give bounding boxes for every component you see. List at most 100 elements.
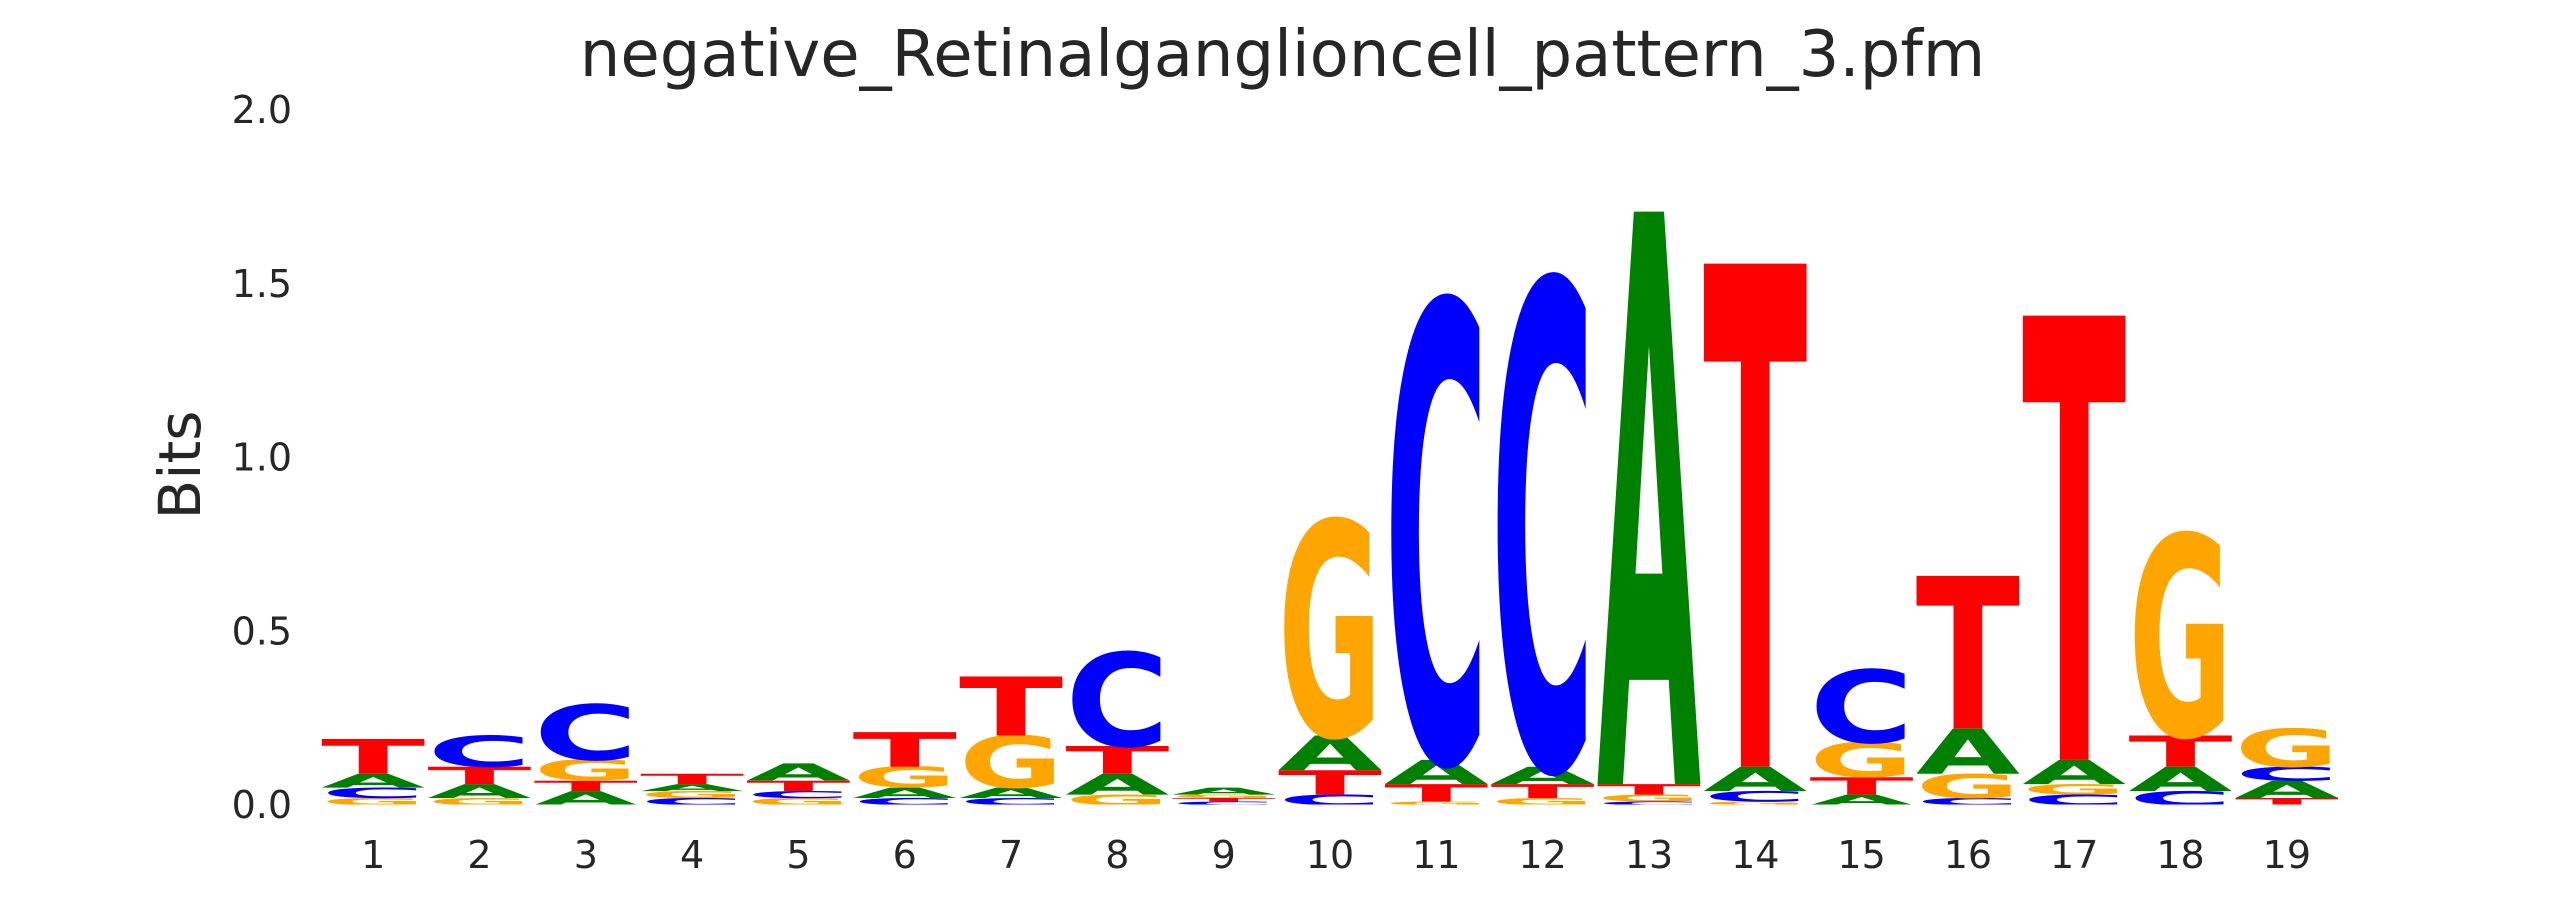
logo-letter-G: G [2235, 718, 2339, 779]
logo-letter-A: A [959, 785, 1063, 802]
logo-letter-T: T [1597, 781, 1701, 798]
logo-letter-C: C [1065, 626, 1169, 776]
logo-letter-A: A [746, 759, 850, 787]
logo-letter-G: G [1491, 796, 1595, 807]
x-tick-label: 1 [361, 833, 385, 877]
logo-letter-T: T [746, 778, 850, 795]
logo-letter-G: G [853, 761, 957, 794]
logo-letter-T: T [640, 771, 744, 788]
logo-letter-G: G [640, 789, 744, 800]
logo-letter-A: A [2235, 776, 2339, 804]
logo-letter-A: A [321, 770, 425, 792]
x-axis-ticks: 1 2 3 4 5 6 7 8 9 10 11 12 13 14 15 16 17 18 19 [361, 833, 2311, 877]
logo-letter-T: T [853, 723, 957, 779]
logo-letter-A: A [1065, 768, 1169, 801]
logo-letter-T: T [1278, 764, 1382, 803]
logo-letter-G: G [2128, 480, 2232, 801]
logo-letter-C: C [1172, 801, 1276, 807]
x-tick-label: 19 [2263, 833, 2311, 877]
logo-letter-C: C [427, 727, 531, 777]
logo-letter-C: C [2235, 763, 2339, 785]
logo-letter-A: A [1384, 754, 1488, 793]
logo-letter-G: G [1384, 801, 1488, 807]
logo-letter-C: C [1491, 148, 1595, 900]
logo-letter-A: A [2128, 761, 2232, 800]
logo-letter-G: G [427, 796, 531, 807]
logo-letter-A: A [1491, 762, 1595, 790]
logo-letter-A: A [1172, 786, 1276, 797]
logo-letter-T: T [1809, 773, 1913, 801]
logo-letter-A: A [2022, 754, 2126, 793]
x-tick-label: 6 [893, 833, 917, 877]
logo-letter-T: T [1703, 126, 1808, 900]
logo-letter-C: C [321, 785, 425, 802]
x-tick-label: 7 [999, 833, 1023, 877]
logo-letter-G: G [746, 796, 850, 807]
x-tick-label: 2 [467, 833, 491, 877]
logo-letter-C: C [534, 689, 638, 778]
x-tick-label: 8 [1105, 833, 1129, 877]
y-axis-ticks: 0.0 0.5 1.0 1.5 2.0 [232, 88, 292, 827]
x-tick-label: 11 [1412, 833, 1460, 877]
logo-letter-C: C [959, 796, 1063, 807]
x-tick-label: 12 [1518, 833, 1566, 877]
logo-letter-C: C [1703, 788, 1807, 805]
x-tick-label: 18 [2156, 833, 2204, 877]
logo-letter-A: A [1703, 761, 1807, 800]
logo-letter-C: C [1384, 178, 1488, 900]
logo-letter-T: T [534, 778, 638, 795]
y-tick-label: 2.0 [232, 88, 292, 132]
logo-letter-G: G [1809, 733, 1913, 789]
logo-letter-T: T [321, 730, 425, 786]
logo-letter-A: A [1809, 792, 1913, 809]
logo-letter-A: A [1916, 716, 2020, 788]
logo-letter-T: T [959, 661, 1063, 755]
x-tick-label: 17 [2050, 833, 2098, 877]
y-tick-label: 0.0 [232, 783, 292, 827]
y-tick-label: 1.0 [232, 436, 292, 480]
logo-letter-T: T [2235, 796, 2339, 807]
logo-letter-A: A [534, 787, 638, 809]
logo-letter-T: T [1491, 780, 1595, 802]
x-tick-label: 14 [1731, 833, 1779, 877]
logo-letter-A: A [853, 785, 957, 802]
logo-letter-G: G [321, 796, 425, 807]
logo-letter-G: G [959, 722, 1063, 805]
logo-letter-C: C [640, 796, 744, 807]
logo-letter-C: C [853, 796, 957, 807]
y-tick-label: 0.5 [232, 609, 292, 653]
logo-letter-C: C [2128, 787, 2232, 809]
logo-letter-G: G [1597, 793, 1701, 804]
logo-letter-T: T [2022, 195, 2127, 900]
x-tick-label: 10 [1306, 833, 1354, 877]
logo-letter-T: T [1172, 797, 1277, 803]
y-axis-title: Bits [146, 411, 214, 520]
x-tick-label: 4 [680, 833, 704, 877]
logo-letter-C: C [2022, 792, 2126, 809]
logo-letter-A: A [1597, 55, 1702, 900]
logo-letter-C: C [1597, 801, 1701, 807]
x-tick-label: 5 [786, 833, 810, 877]
logo-letter-G: G [1172, 794, 1276, 800]
logo-letter-T: T [2128, 727, 2232, 777]
logo-letter-T: T [1916, 535, 2020, 778]
x-tick-label: 13 [1625, 833, 1673, 877]
logo-letter-G: G [1278, 461, 1382, 805]
x-tick-label: 16 [1944, 833, 1992, 877]
logo-letter-G: G [1703, 801, 1807, 807]
logo-letter-T: T [1384, 780, 1488, 808]
logo-letter-C: C [1809, 650, 1913, 766]
chart-title: negative_Retinalganglioncell_pattern_3.p… [579, 18, 1986, 92]
x-tick-label: 3 [574, 833, 598, 877]
y-tick-label: 1.5 [232, 262, 292, 306]
logo-letter-T: T [427, 762, 531, 790]
logo-letter-G: G [1065, 792, 1169, 809]
logo-letter-A: A [427, 780, 531, 802]
logo-letter-A: A [640, 782, 744, 793]
logo-letter-C: C [746, 789, 850, 800]
logo-letter-C: C [1278, 792, 1382, 809]
logo-letter-A: A [1278, 726, 1382, 782]
logo-letter-G: G [1916, 767, 2020, 806]
logo-letter-C: C [1916, 796, 2020, 807]
